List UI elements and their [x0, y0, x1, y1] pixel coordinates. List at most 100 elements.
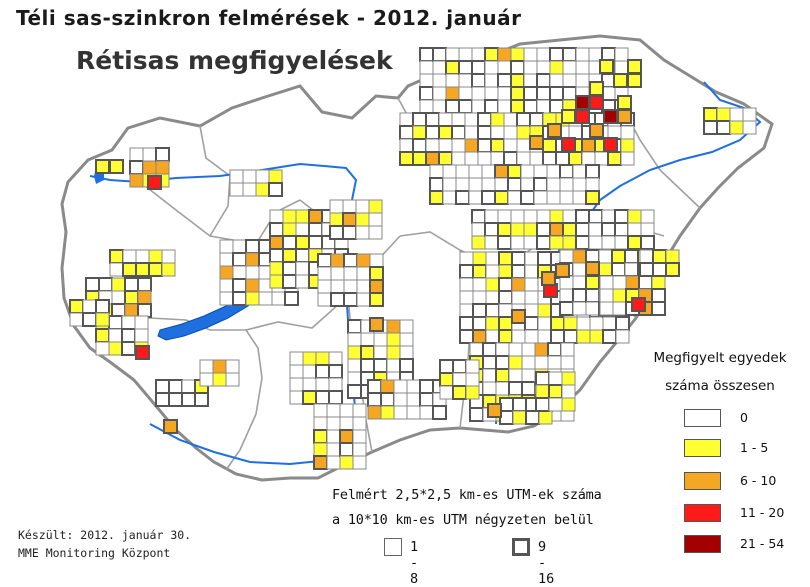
utm-cell — [511, 329, 526, 344]
utm-cell — [510, 47, 525, 62]
utm-cell — [328, 351, 343, 366]
utm-cell — [535, 397, 550, 412]
utm-cell — [561, 384, 576, 399]
utm-cell — [625, 275, 640, 290]
utm-cell — [360, 358, 375, 373]
utm-cell — [497, 235, 512, 250]
utm-cell — [508, 381, 523, 396]
map-title: Téli sas-szinkron felmérések - 2012. jan… — [16, 6, 522, 30]
utm-cell — [537, 251, 552, 266]
utm-cell — [516, 125, 531, 140]
utm-cell — [406, 379, 421, 394]
utm-cell — [548, 371, 563, 386]
utm-cell — [82, 299, 97, 314]
utm-cell — [549, 222, 564, 237]
utm-cell — [308, 209, 323, 224]
utm-cell — [459, 303, 474, 318]
utm-cell — [575, 235, 590, 250]
utm-cell — [109, 249, 124, 264]
utm-cell — [624, 262, 639, 277]
legend-item-0: 0 — [684, 409, 804, 429]
utm-cell — [245, 239, 260, 254]
utm-cell — [232, 291, 247, 306]
utm-cell — [317, 253, 332, 268]
utm-cell — [343, 292, 358, 307]
utm-cell — [399, 112, 414, 127]
utm-cell — [269, 261, 284, 276]
utm-cell — [585, 261, 600, 276]
utm-cell — [572, 249, 587, 264]
utm-cell — [282, 274, 297, 289]
utm-cell — [536, 47, 551, 62]
utm-cell — [289, 364, 304, 379]
utm-cell — [511, 309, 526, 324]
utm-cell — [508, 355, 523, 370]
utm-cell — [313, 442, 328, 457]
utm-cell — [269, 274, 284, 289]
utm-cell — [627, 209, 642, 224]
utm-cell — [640, 235, 655, 250]
utm-cell — [498, 290, 513, 305]
utm-cell — [121, 328, 136, 343]
utm-cell — [69, 299, 84, 314]
utm-cell — [212, 372, 227, 387]
utm-cell — [498, 316, 513, 331]
utm-cell — [585, 190, 600, 205]
utm-cell — [572, 262, 587, 277]
utm-cell — [282, 209, 297, 224]
utm-cell — [503, 151, 518, 166]
utm-cell — [562, 222, 577, 237]
utm-cell — [121, 341, 136, 356]
utm-cell — [603, 137, 618, 152]
utm-cell — [614, 60, 629, 75]
legend-item-11-20: 11 - 20 — [684, 504, 804, 524]
utm-cell — [268, 182, 283, 197]
utm-cell — [471, 47, 486, 62]
utm-cell — [497, 47, 512, 62]
thin-box-icon — [384, 538, 402, 556]
utm-cell — [258, 291, 273, 306]
utm-cell — [155, 379, 170, 394]
utm-cell — [581, 138, 596, 153]
utm-cell — [419, 392, 434, 407]
utm-cell — [472, 277, 487, 292]
utm-cell — [219, 252, 234, 267]
utm-cell — [627, 235, 642, 250]
utm-cell — [308, 235, 323, 250]
utm-grid-cells — [69, 47, 757, 470]
utm-cell — [575, 73, 590, 88]
utm-cell — [510, 209, 525, 224]
utm-cell — [497, 99, 512, 114]
utm-cell — [529, 135, 544, 150]
utm-cell — [524, 277, 539, 292]
utm-cell — [484, 235, 499, 250]
utm-cell — [245, 265, 260, 280]
utm-cell — [439, 385, 454, 400]
utm-cell — [585, 288, 600, 303]
utm-cell — [289, 390, 304, 405]
utm-cell — [452, 359, 467, 374]
utm-cell — [468, 164, 483, 179]
utm-cell — [393, 379, 408, 394]
utm-cell — [524, 303, 539, 318]
utm-cell — [485, 277, 500, 292]
utm-cell — [163, 419, 178, 434]
utm-cell — [523, 235, 538, 250]
utm-cell — [245, 291, 260, 306]
utm-cell — [484, 222, 499, 237]
sampling-note-line2: a 10*10 km-es UTM négyzeten belül — [332, 512, 594, 528]
utm-cell — [69, 312, 84, 327]
utm-cell — [458, 73, 473, 88]
utm-cell — [122, 262, 137, 277]
utm-cell — [651, 301, 666, 316]
utm-cell — [326, 429, 341, 444]
utm-cell — [313, 429, 328, 444]
utm-cell — [665, 262, 680, 277]
utm-cell — [599, 288, 614, 303]
utm-cell — [523, 47, 538, 62]
utm-cell — [562, 209, 577, 224]
utm-cell — [289, 377, 304, 392]
utm-cell — [562, 235, 577, 250]
utm-cell — [546, 177, 561, 192]
utm-cell — [442, 177, 457, 192]
